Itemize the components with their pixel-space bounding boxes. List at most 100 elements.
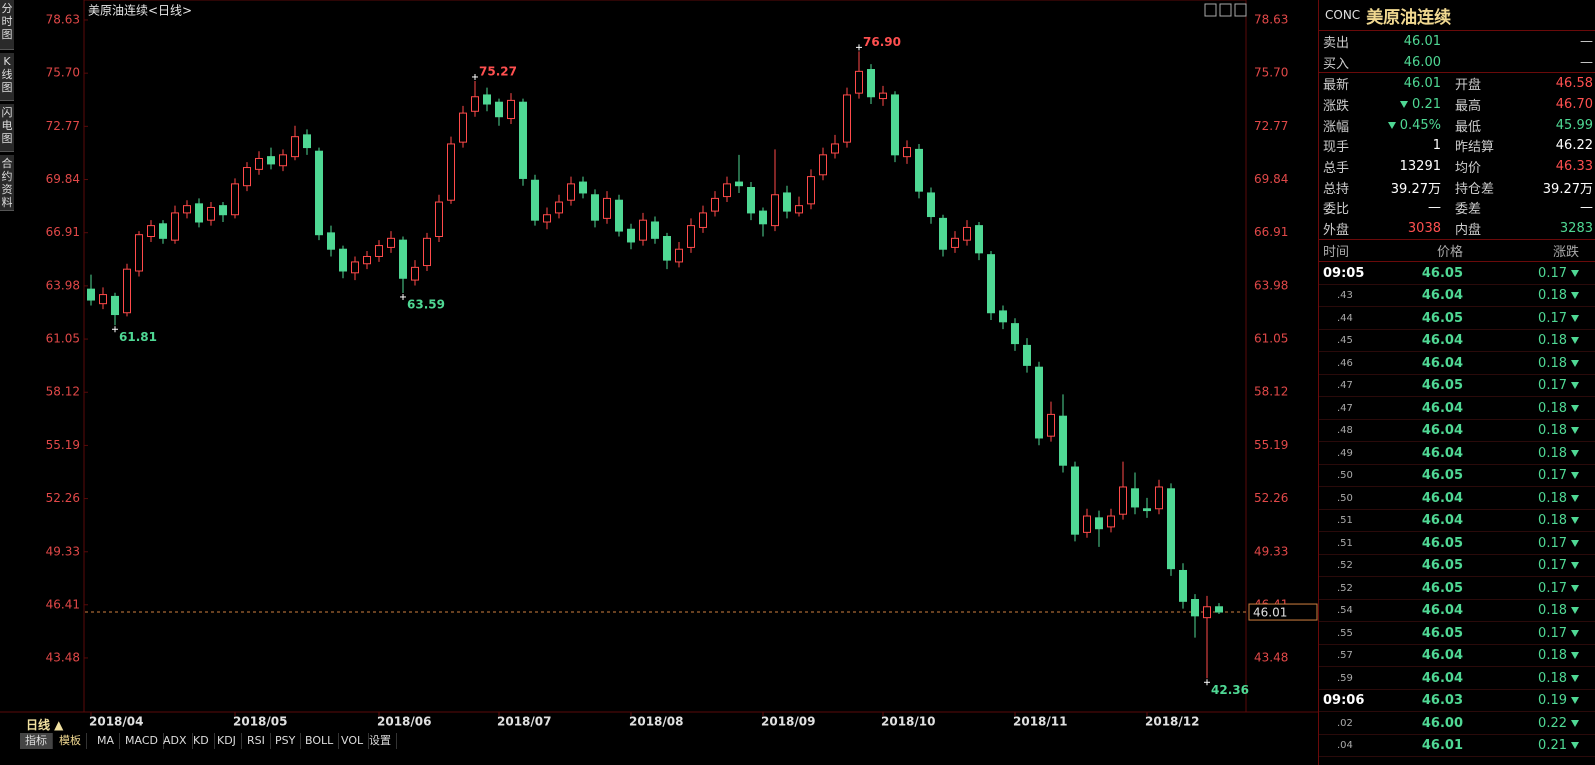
quote-row: 外盘 3038 内盘 3283	[1319, 218, 1595, 240]
candle-body	[639, 219, 647, 241]
quote-row: 总持 39.27万 持仓差 39.27万	[1319, 177, 1595, 198]
tick-time: .47	[1337, 402, 1353, 414]
x-tick-label: 2018/11	[1013, 715, 1067, 729]
toolbar-button[interactable]: VOL	[336, 733, 370, 749]
quote-panel: CONC 美原油连续 卖出 46.01 — 买入 46.00 — 最新 46.01 开盘 46.5…	[1318, 0, 1595, 765]
extreme-label: 63.59	[407, 297, 445, 311]
quote-value: 46.58	[1555, 76, 1593, 92]
tick-price: 46.05	[1421, 265, 1463, 281]
tick-row: .47 46.05 0.17	[1319, 375, 1595, 398]
candle-body	[711, 197, 719, 212]
tick-price: 46.00	[1421, 715, 1463, 731]
y-tick-label: 49.33	[1254, 544, 1288, 558]
tick-time: 09:06	[1323, 693, 1365, 709]
tick-price: 46.05	[1421, 535, 1463, 551]
tick-change: 0.18	[1463, 288, 1579, 303]
toolbar-button[interactable]: KDJ	[212, 733, 242, 749]
y-tick-label: 61.05	[1254, 332, 1288, 346]
quote-row: 买入 46.00 —	[1319, 52, 1595, 74]
candle-body	[927, 192, 935, 218]
y-tick-label: 63.98	[1254, 278, 1288, 292]
side-tab[interactable]: 分时图	[0, 0, 14, 50]
candle-body	[807, 176, 815, 205]
candle-body	[1191, 599, 1199, 617]
quote-value: 1	[1432, 138, 1441, 154]
candle-body	[303, 134, 311, 149]
tick-change: 0.18	[1463, 603, 1579, 618]
tick-row: .51 46.05 0.17	[1319, 532, 1595, 555]
tick-price: 46.04	[1421, 445, 1463, 461]
x-tick-label: 2018/09	[761, 715, 815, 729]
tick-header-label: 涨跌	[1552, 245, 1579, 261]
tick-row: .48 46.04 0.18	[1319, 420, 1595, 443]
tick-row: 09:06 46.03 0.19	[1319, 690, 1595, 713]
candle-body	[879, 92, 887, 100]
y-tick-label: 72.77	[46, 119, 80, 133]
tick-change: 0.18	[1463, 401, 1579, 416]
tick-price: 46.04	[1421, 333, 1463, 349]
tick-time: .04	[1337, 740, 1353, 752]
candle-body	[471, 96, 479, 112]
x-tick-label: 2018/05	[233, 715, 287, 729]
window-icon[interactable]	[1204, 3, 1217, 17]
tick-time: .45	[1337, 335, 1353, 347]
candle-body	[627, 228, 635, 243]
candle-body	[975, 225, 983, 254]
quote-label: 持仓差	[1455, 181, 1495, 197]
tick-change: 0.22	[1463, 716, 1579, 731]
tick-price: 46.03	[1421, 693, 1463, 709]
tick-row: .04 46.01 0.21	[1319, 735, 1595, 758]
candle-body	[819, 154, 827, 176]
side-tab[interactable]: 合约资料	[0, 155, 14, 211]
candle-body	[1179, 569, 1187, 602]
toolbar-button[interactable]: MACD	[120, 733, 164, 749]
toolbar-button[interactable]: ADX	[158, 733, 193, 749]
candle-body	[531, 179, 539, 221]
quote-label: 委比	[1323, 202, 1350, 218]
toolbar-button[interactable]: RSI	[242, 733, 271, 749]
candle-body	[483, 94, 491, 105]
candle-body	[399, 239, 407, 279]
candle-body	[1083, 515, 1091, 533]
period-tab[interactable]: 日线 ▲	[26, 718, 64, 732]
toolbar-button[interactable]: PSY	[270, 733, 302, 749]
toolbar-button[interactable]: 指标	[20, 733, 53, 749]
tick-time: .48	[1337, 425, 1353, 437]
y-tick-label: 69.84	[1254, 172, 1288, 186]
window-icon[interactable]	[1234, 3, 1247, 17]
tick-price: 46.04	[1421, 513, 1463, 529]
candle-body	[999, 310, 1007, 323]
tick-row: .02 46.00 0.22	[1319, 712, 1595, 735]
toolbar-button[interactable]: KD	[188, 733, 215, 749]
toolbar-button[interactable]: MA	[92, 733, 121, 749]
tick-time: .02	[1337, 717, 1353, 729]
quote-value: 46.70	[1555, 96, 1593, 112]
candle-body	[579, 181, 587, 194]
candle-body	[363, 255, 371, 265]
tick-row: .44 46.05 0.17	[1319, 307, 1595, 330]
candle-body	[279, 154, 287, 167]
toolbar-button[interactable]: BOLL	[300, 733, 340, 749]
candle-body	[867, 69, 875, 98]
quote-label: 外盘	[1323, 223, 1350, 239]
side-tab[interactable]: K线图	[0, 53, 14, 101]
window-icon[interactable]	[1219, 3, 1232, 17]
y-tick-label: 78.63	[46, 12, 80, 26]
y-tick-label: 52.26	[1254, 491, 1288, 505]
y-tick-label: 75.70	[1254, 66, 1288, 80]
candle-body	[1035, 366, 1043, 439]
y-tick-label: 52.26	[46, 491, 80, 505]
tick-change: 0.18	[1463, 491, 1579, 506]
tick-header-label: 时间	[1323, 245, 1350, 261]
tick-change: 0.17	[1463, 536, 1579, 551]
toolbar-button[interactable]: 设置	[364, 733, 397, 749]
side-tab[interactable]: 闪电图	[0, 104, 14, 152]
candle-body	[735, 181, 743, 187]
candle-body	[855, 70, 863, 94]
toolbar-button[interactable]: 模板	[54, 733, 87, 749]
candle-body	[387, 237, 395, 248]
candle-body	[267, 156, 275, 165]
quote-value: 13291	[1399, 158, 1441, 174]
tick-table: 时间 价格 涨跌 09:05 46.05 0.17.43 46.04 0.18.44 46.05…	[1319, 240, 1595, 758]
tick-time: .44	[1337, 312, 1353, 324]
